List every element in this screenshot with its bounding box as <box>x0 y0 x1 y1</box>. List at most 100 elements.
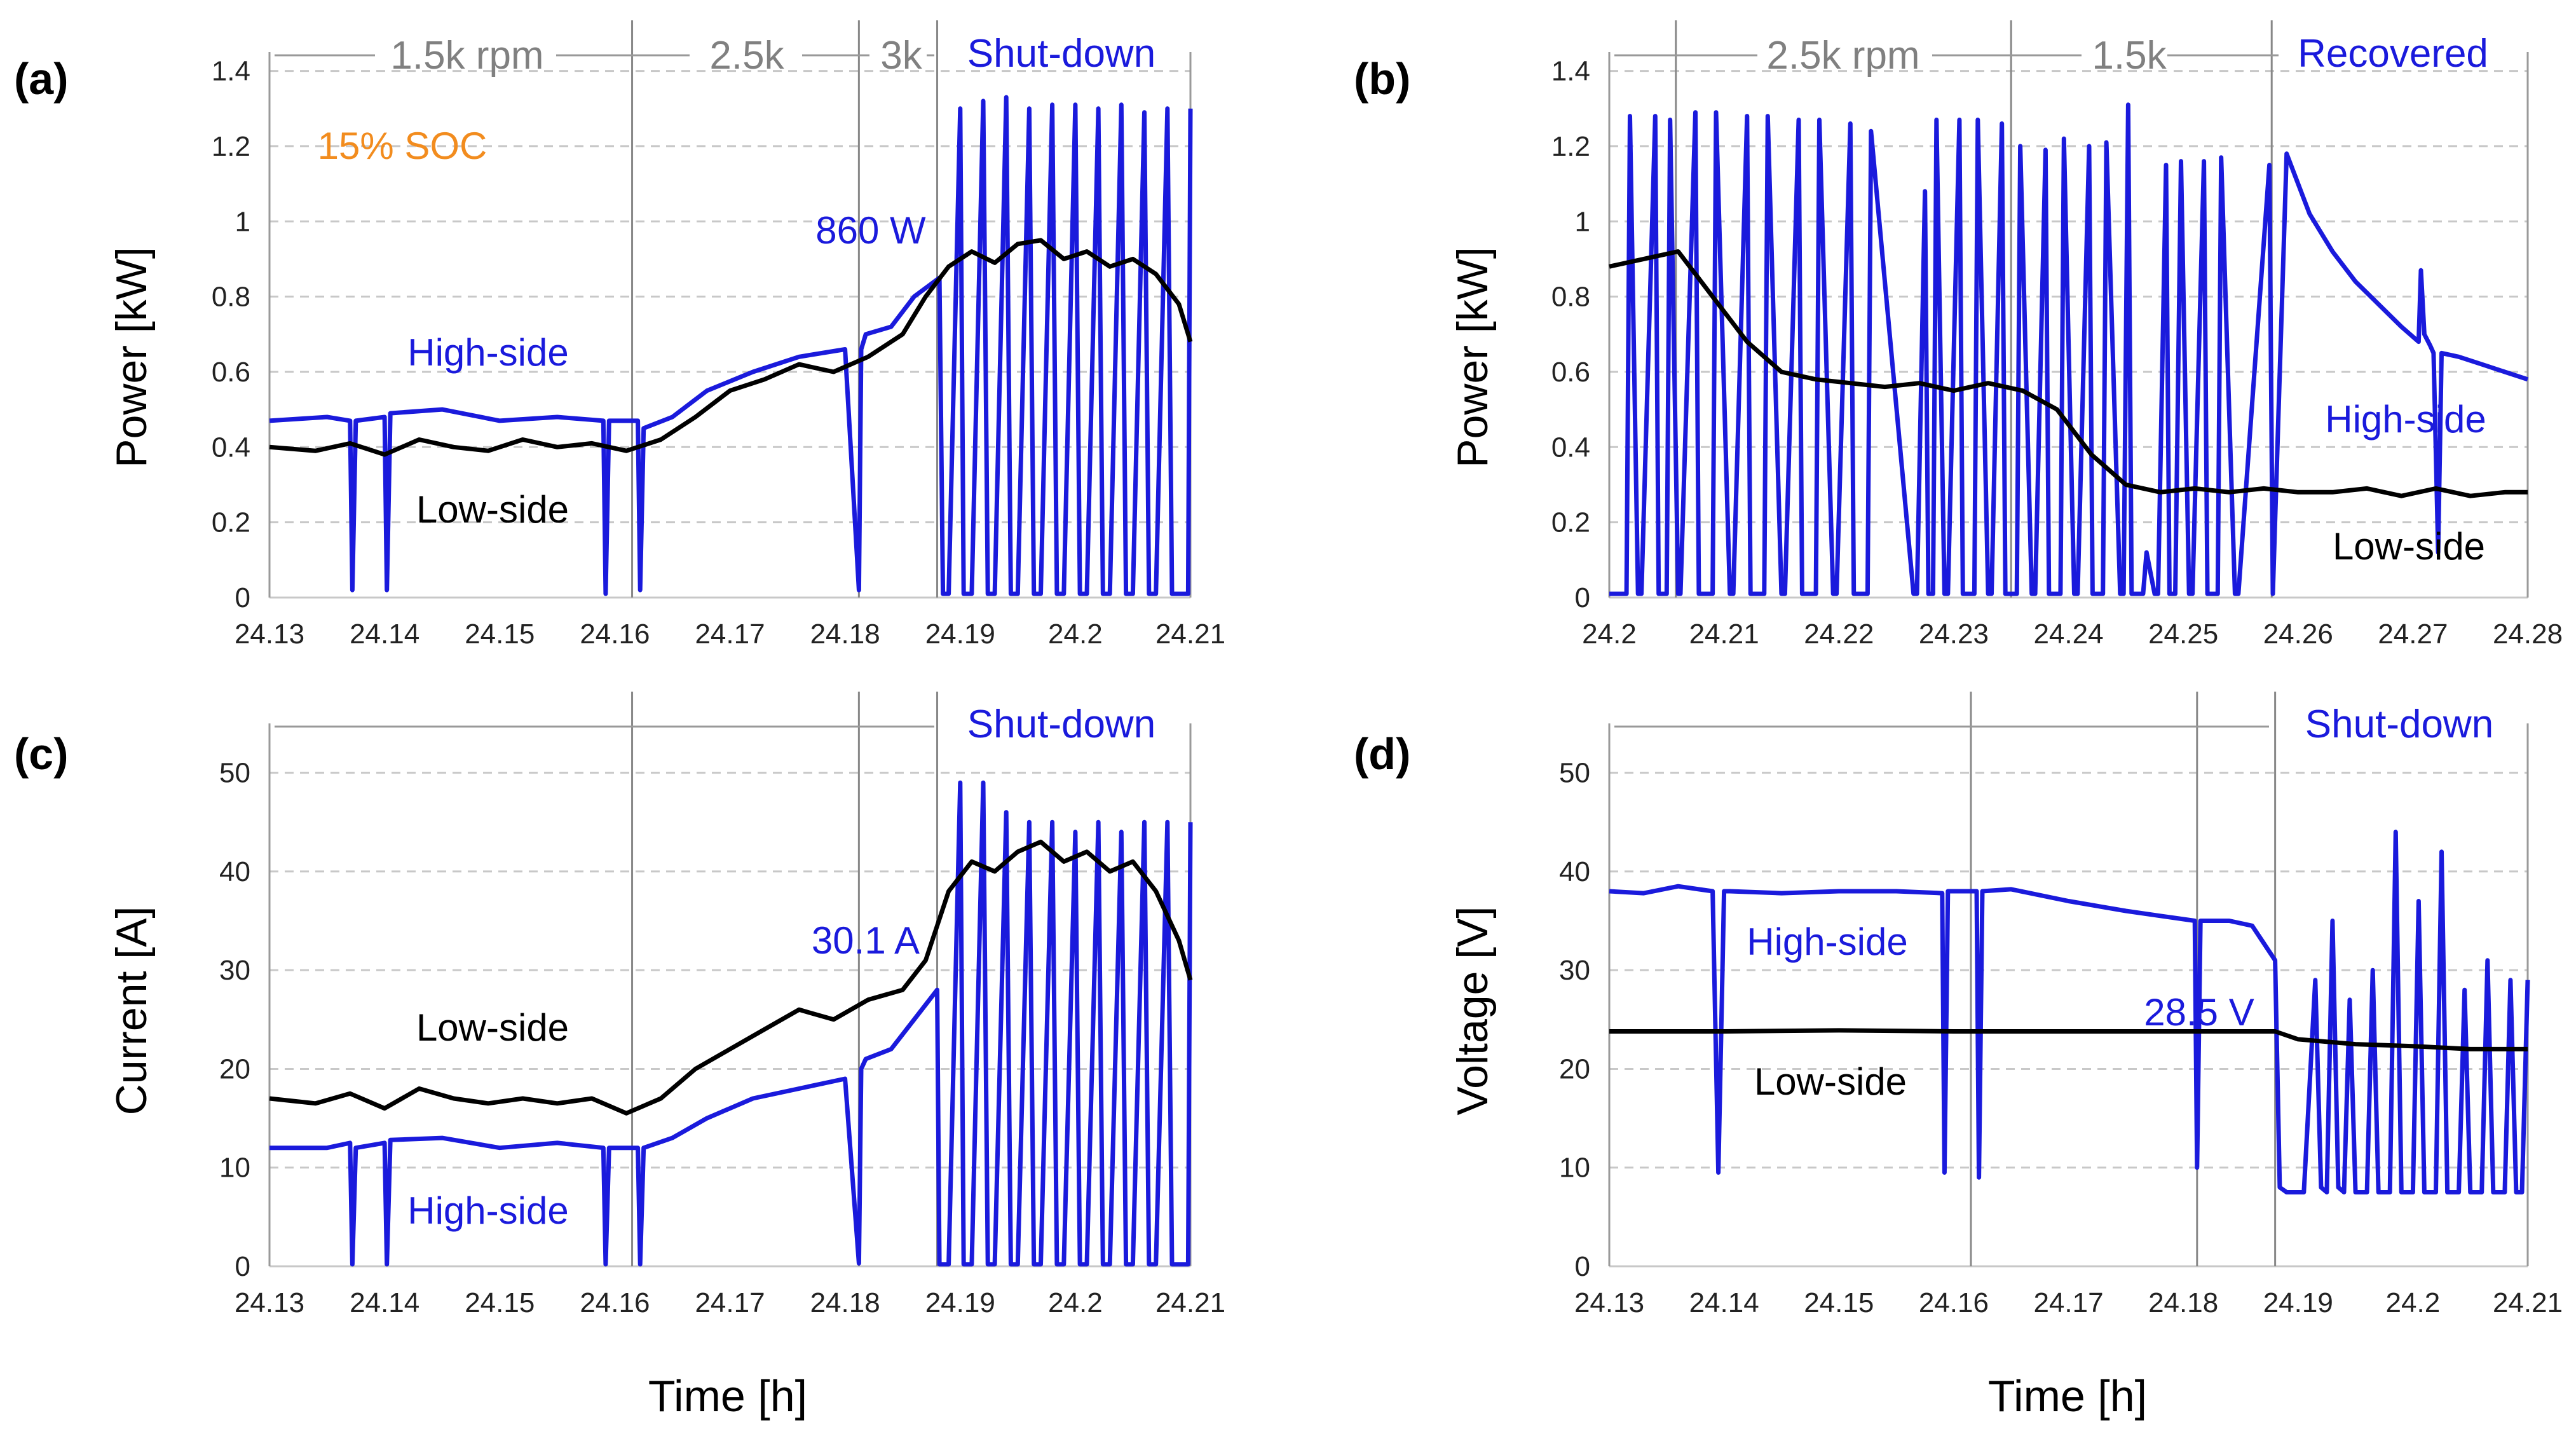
x-tick-label: 24.21 <box>1155 619 1225 650</box>
y-tick-label: 10 <box>1559 1152 1590 1184</box>
y-tick-label: 1.4 <box>1551 56 1590 87</box>
current-annotation: 30.1 A <box>812 919 920 962</box>
panel-c-series <box>269 780 1193 1267</box>
y-tick-label: 0 <box>1575 1251 1590 1282</box>
y-tick-label: 30 <box>219 955 250 986</box>
panel-d-xticks: 24.13 24.14 24.15 24.16 24.17 24.18 24.19 24.2 2… <box>1574 1287 2563 1318</box>
series-line-low-side <box>1609 249 2528 498</box>
panel-b-series <box>1609 102 2529 596</box>
y-tick-label: 1.4 <box>212 56 250 87</box>
panel-c-ylabel: Current [A] <box>107 906 156 1116</box>
phase-shutdown-d: Shut-down <box>2305 702 2493 746</box>
y-tick-label: 40 <box>1559 856 1590 887</box>
panel-a-yticks: 0 0.2 0.4 0.6 0.8 1 1.2 1.4 <box>212 56 250 613</box>
y-tick-label: 0 <box>235 582 250 613</box>
panel-d-ylabel: Voltage [V] <box>1448 906 1497 1116</box>
panel-c: (c) Current [A] 24.13 24.14 24.15 24.16 24.1… <box>14 692 1225 1318</box>
y-tick-label: 0.4 <box>212 432 250 463</box>
y-tick-label: 1.2 <box>212 131 250 162</box>
x-tick-label: 24.17 <box>695 1287 765 1318</box>
low-side-label-c: Low-side <box>416 1006 569 1049</box>
y-tick-label: 20 <box>219 1053 250 1084</box>
x-tick-label: 24.19 <box>925 1287 995 1318</box>
y-tick-label: 40 <box>219 856 250 887</box>
x-tick-label: 24.22 <box>1804 619 1874 650</box>
x-tick-label: 24.19 <box>2263 1287 2333 1318</box>
series-line-high-side <box>1609 102 2529 596</box>
phase-recovered: Recovered <box>2298 32 2488 76</box>
series-line-low-side <box>269 238 1193 457</box>
high-side-label-c: High-side <box>407 1189 568 1232</box>
x-tick-label: 24.17 <box>695 619 765 650</box>
phase-shutdown-c: Shut-down <box>967 702 1155 746</box>
high-side-label-d: High-side <box>1747 920 1907 963</box>
phase-2-5k-rpm: 2.5k rpm <box>1766 34 1919 78</box>
high-side-label-b: High-side <box>2325 398 2486 441</box>
x-tick-label: 24.2 <box>1048 1287 1103 1318</box>
y-tick-label: 50 <box>219 758 250 789</box>
panel-b-annotations: High-side Low-side <box>2325 398 2486 568</box>
high-side-label-a: High-side <box>407 331 568 374</box>
x-tick-label: 24.2 <box>1582 619 1637 650</box>
x-tick-label: 24.21 <box>1689 619 1759 650</box>
y-tick-label: 0 <box>1575 582 1590 613</box>
panel-a-xticks: 24.13 24.14 24.15 24.16 24.17 24.18 24.19 24.2 2… <box>235 619 1225 650</box>
panel-b-ylabel: Power [kW] <box>1448 247 1497 468</box>
y-tick-label: 30 <box>1559 955 1590 986</box>
panel-d-series <box>1609 830 2530 1194</box>
panel-b-grid <box>1608 20 2529 599</box>
y-tick-label: 10 <box>219 1152 250 1184</box>
x-tick-label: 24.14 <box>350 619 419 650</box>
series-line-high-side <box>1609 830 2530 1194</box>
x-tick-label: 24.13 <box>1574 1287 1644 1318</box>
x-tick-label: 24.2 <box>1048 619 1103 650</box>
series-line-low-side <box>1609 1028 2528 1051</box>
panel-d-phases: Shut-down <box>2305 702 2493 746</box>
y-tick-label: 1 <box>235 206 250 237</box>
panel-a-label: (a) <box>14 54 69 104</box>
low-side-label-a: Low-side <box>416 488 569 531</box>
phase-2-5k: 2.5k <box>709 34 784 78</box>
soc-annotation: 15% SOC <box>318 125 487 167</box>
peak-power-annotation: 860 W <box>815 209 926 252</box>
x-tick-label: 24.21 <box>2493 1287 2563 1318</box>
x-tick-label: 24.14 <box>1689 1287 1759 1318</box>
panel-c-xticks: 24.13 24.14 24.15 24.16 24.17 24.18 24.19 24.2 2… <box>235 1287 1225 1318</box>
panel-c-phases: Shut-down <box>967 702 1155 746</box>
phase-1-5k: 1.5k <box>2092 34 2167 78</box>
panel-b-yticks: 0 0.2 0.4 0.6 0.8 1 1.2 1.4 <box>1551 56 1590 613</box>
series-line-high-side <box>269 780 1193 1267</box>
phase-shutdown: Shut-down <box>967 32 1155 76</box>
panel-d: (d) Voltage [V] 24.13 24.14 24.15 24.16 24.1… <box>1354 692 2563 1318</box>
voltage-annotation: 28.5 V <box>2144 991 2254 1034</box>
y-tick-label: 0.2 <box>212 507 250 538</box>
series-line-low-side <box>269 839 1193 1116</box>
y-tick-label: 20 <box>1559 1053 1590 1084</box>
x-tick-label: 24.26 <box>2263 619 2333 650</box>
x-tick-label: 24.16 <box>580 619 650 650</box>
x-tick-label: 24.13 <box>235 619 304 650</box>
panel-b-xticks: 24.2 24.21 24.22 24.23 24.24 24.25 24.26 24.27 2… <box>1582 619 2563 650</box>
y-tick-label: 0.2 <box>1551 507 1590 538</box>
x-tick-label: 24.14 <box>350 1287 419 1318</box>
panel-c-annotations: 30.1 A Low-side High-side <box>407 919 920 1232</box>
x-tick-label: 24.28 <box>2493 619 2563 650</box>
panel-d-annotations: High-side 28.5 V Low-side <box>1747 920 2254 1103</box>
panel-c-yticks: 0 10 20 30 40 50 <box>219 758 250 1282</box>
y-tick-label: 0.8 <box>212 282 250 313</box>
low-side-label-b: Low-side <box>2333 525 2485 568</box>
low-side-label-d: Low-side <box>1754 1060 1907 1103</box>
panel-a-phases: 1.5k rpm 2.5k 3k Shut-down <box>390 32 1155 78</box>
x-tick-label: 24.18 <box>810 619 880 650</box>
x-tick-label: 24.25 <box>2148 619 2218 650</box>
y-tick-label: 0.4 <box>1551 432 1590 463</box>
x-tick-label: 24.16 <box>580 1287 650 1318</box>
x-tick-label: 24.13 <box>235 1287 304 1318</box>
y-tick-label: 0.6 <box>1551 357 1590 388</box>
x-tick-label: 24.15 <box>465 1287 535 1318</box>
panel-a-annotations: 15% SOC 860 W High-side Low-side <box>318 125 926 531</box>
x-tick-label: 24.23 <box>1919 619 1989 650</box>
y-tick-label: 1 <box>1575 206 1590 237</box>
x-tick-label: 24.15 <box>1804 1287 1874 1318</box>
